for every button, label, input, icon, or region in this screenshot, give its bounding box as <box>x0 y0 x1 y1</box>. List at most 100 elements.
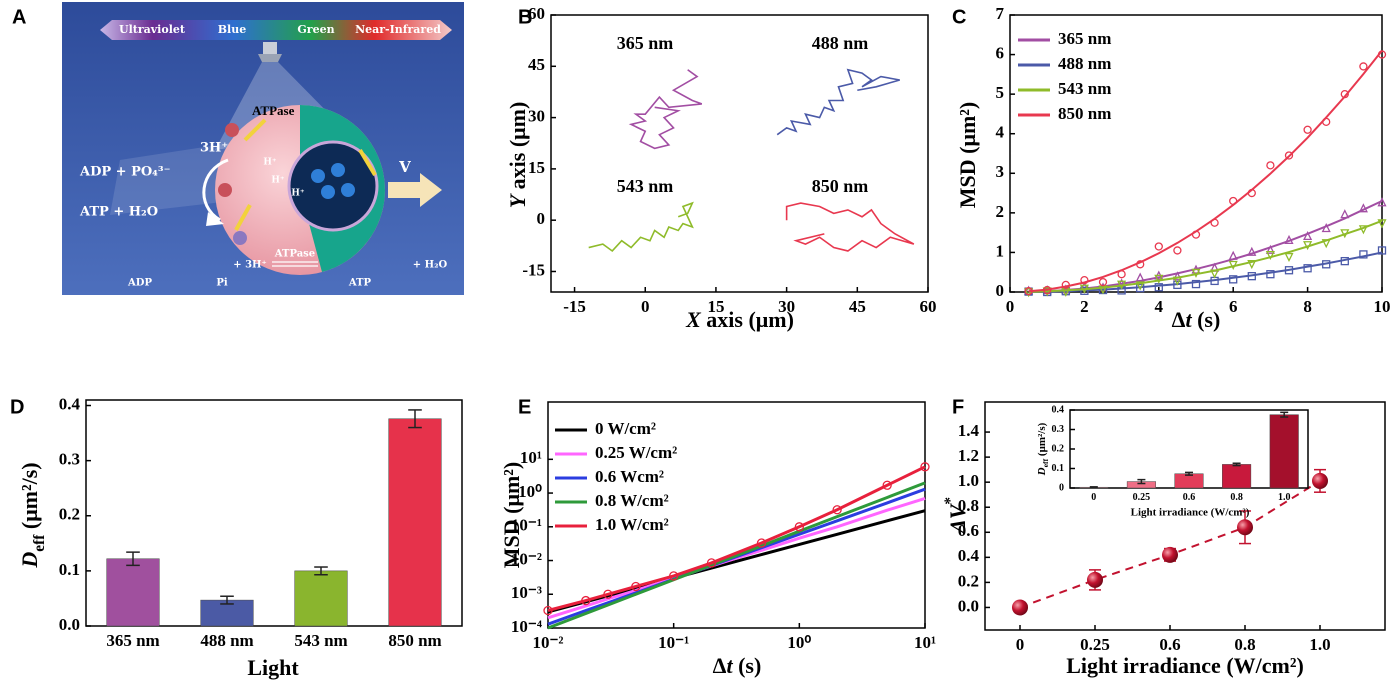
x-tick-label: 2 <box>1080 297 1089 316</box>
point <box>1154 242 1163 251</box>
point <box>1162 546 1178 563</box>
point <box>1312 472 1328 489</box>
point <box>1172 276 1182 286</box>
x-axis-title: Δt (s) <box>713 653 762 678</box>
x-tick-label: 0.6 <box>1159 635 1180 654</box>
x-axis-title: Light irradiance (W/cm²) <box>1066 653 1304 678</box>
y-tick-label: 7 <box>996 4 1005 23</box>
reactants: ADP + PO₄³⁻ <box>79 165 170 180</box>
enzyme-label: ATPase <box>252 103 295 118</box>
point <box>920 462 930 472</box>
y-tick-label: 0.3 <box>59 450 80 469</box>
products: ATP + H₂O <box>79 205 158 220</box>
proton-label: H⁺ <box>263 158 277 168</box>
panel-a: A Ultraviolet Blue Green Near-Infrared H… <box>12 2 464 295</box>
y-tick-label: 0.2 <box>59 505 80 524</box>
y-axis-title: MSD (μm²) <box>499 462 524 568</box>
point <box>1340 256 1349 266</box>
y-tick-label: 0.3 <box>1052 424 1065 435</box>
x-tick-label: 10⁻¹ <box>658 633 689 652</box>
atpase-unit <box>225 123 239 137</box>
legend-label: 365 nm <box>1058 29 1111 48</box>
point <box>1265 250 1275 261</box>
y-tick-label: 60 <box>528 4 545 23</box>
reaction-arrow-head <box>206 212 224 226</box>
y-tick-label: 10⁻³ <box>511 583 542 602</box>
proton <box>331 163 345 177</box>
y-tick-label: 0.4 <box>1052 404 1065 415</box>
y-axis-title: MSD (μm²) <box>955 102 980 208</box>
x-tick-label: 0 <box>641 297 650 316</box>
x-axis-title-part: (s) <box>1192 307 1221 332</box>
atpase-unit <box>233 231 247 245</box>
x-tick-label: 0.25 <box>1080 635 1110 654</box>
series-line <box>547 465 926 612</box>
point <box>1358 203 1368 213</box>
y-tick-label: 10⁻² <box>511 549 542 568</box>
point <box>832 505 842 515</box>
x-tick-label: 10 <box>1374 297 1391 316</box>
bar <box>388 418 442 627</box>
panel-label: A <box>12 6 26 28</box>
y-tick-label: 0.8 <box>958 496 979 515</box>
series-line <box>588 201 694 253</box>
point <box>1284 266 1294 275</box>
point <box>603 589 613 599</box>
point <box>1284 151 1294 160</box>
point <box>1098 277 1108 287</box>
y-tick-label: 10⁻⁴ <box>511 617 542 636</box>
y-axis-title-part: axis (μm) <box>505 102 530 195</box>
point <box>1377 50 1387 59</box>
y-tick-label: 0.2 <box>1052 443 1065 454</box>
y-tick-label: 0.4 <box>958 546 980 565</box>
y-tick-label: 1.2 <box>958 446 979 465</box>
y-tick-label: 0.4 <box>59 394 81 413</box>
x-tick-label: 850 nm <box>388 631 441 650</box>
point <box>1172 271 1182 281</box>
x-tick-label: 365 nm <box>106 631 159 650</box>
plot-frame <box>984 401 1386 631</box>
point <box>1266 161 1275 170</box>
y-tick-label: 5 <box>996 83 1005 102</box>
y-tick-label: 3 <box>996 162 1005 181</box>
point <box>1284 234 1294 245</box>
y-tick-label: 0 <box>1059 482 1064 493</box>
y-tick-label: -15 <box>522 260 545 279</box>
point <box>1136 260 1145 269</box>
point <box>1012 599 1028 616</box>
y-tick-label: 0.0 <box>59 615 80 634</box>
x-tick-label: 60 <box>920 297 937 316</box>
point <box>1303 125 1312 134</box>
point <box>1136 283 1145 293</box>
bar <box>1174 473 1204 489</box>
lamp <box>258 54 282 62</box>
y-tick-label: 45 <box>528 55 545 74</box>
legend-label: 0.25 W/cm² <box>595 443 677 462</box>
point <box>1117 280 1127 290</box>
legend-label: 850 nm <box>1058 104 1111 123</box>
series-name: 543 nm <box>617 176 674 196</box>
y-tick-label: 4 <box>996 123 1005 142</box>
velocity-arrow <box>388 173 442 207</box>
bar <box>1222 464 1252 489</box>
point <box>1377 219 1387 229</box>
x-tick-label: -15 <box>563 297 586 316</box>
point <box>1265 244 1275 254</box>
y-axis-title: Deff (μm²/s) <box>17 462 48 568</box>
point <box>1191 230 1201 239</box>
proton <box>341 183 355 197</box>
y-tick-label: 1 <box>996 241 1005 260</box>
x-axis-title-part: X <box>685 307 702 332</box>
spectrum-label: Ultraviolet <box>119 23 186 36</box>
x-axis-title: X axis (μm) <box>685 307 794 332</box>
series-line <box>628 69 703 150</box>
rod <box>358 148 377 177</box>
x-tick-label: 10⁰ <box>787 633 811 652</box>
spectrum-label: Green <box>297 23 334 36</box>
x-axis-title-part: t <box>1185 307 1192 332</box>
y-tick-label: 10⁰ <box>518 482 542 501</box>
x-tick-label: 30 <box>778 297 795 316</box>
point <box>1191 279 1201 289</box>
x-tick-label: 4 <box>1155 297 1164 316</box>
equation-term: ADP <box>127 278 152 289</box>
